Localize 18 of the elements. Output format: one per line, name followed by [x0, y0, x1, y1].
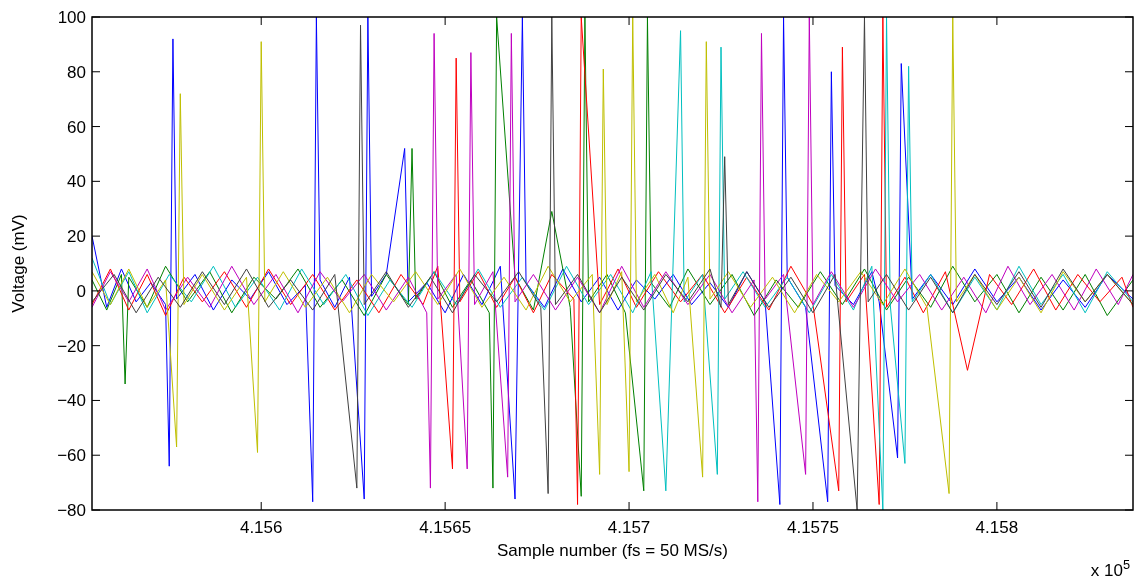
x-tick-label: 4.1565 — [419, 518, 472, 537]
x-tick-label: 4.156 — [239, 518, 283, 537]
y-tick-label: −60 — [57, 446, 86, 466]
y-tick-label: −80 — [57, 500, 86, 520]
y-tick-label: 20 — [67, 227, 86, 247]
y-tick-label: 100 — [57, 7, 86, 27]
y-tick-label: 60 — [67, 117, 86, 137]
x-tick-label: 4.1575 — [786, 518, 839, 537]
text: x 10$^{5}$ — [1090, 556, 1130, 580]
y-tick-label: −40 — [57, 391, 86, 411]
y-tick-label: 80 — [67, 62, 86, 82]
x-axis-title: Sample number (fs = 50 MS/s) — [496, 541, 729, 560]
y-tick-label: 0 — [76, 281, 86, 301]
y-axis-title: Voltage (mV) — [9, 214, 28, 313]
y-tick-label: 40 — [67, 172, 86, 192]
x-tick-label: 4.157 — [607, 518, 651, 537]
y-tick-label: −20 — [57, 336, 86, 356]
x-tick-label: 4.158 — [975, 518, 1019, 537]
